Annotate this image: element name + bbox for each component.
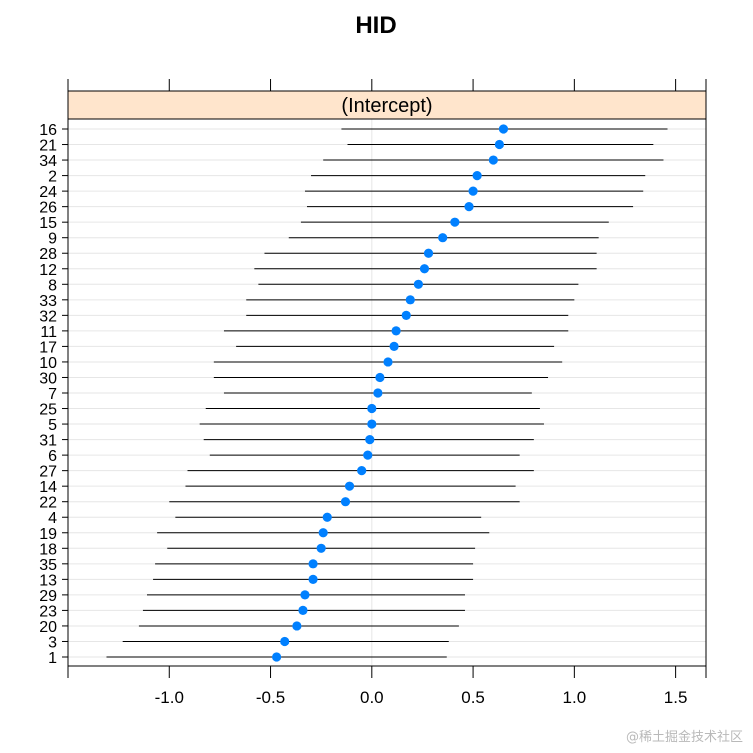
- estimate-point-12: [419, 264, 430, 274]
- estimate-point-23: [298, 605, 308, 616]
- y-label-2: 2: [48, 169, 57, 186]
- panel-strip-label: (Intercept): [341, 95, 432, 117]
- estimate-point-21: [494, 139, 505, 150]
- estimate-point-2: [472, 170, 482, 181]
- estimate-point-33: [405, 295, 415, 305]
- estimate-point-14: [344, 481, 355, 491]
- estimate-point-15: [450, 217, 460, 227]
- y-label-31: 31: [39, 433, 57, 450]
- estimate-point-19: [318, 528, 328, 538]
- estimate-point-30: [375, 372, 385, 383]
- estimate-point-4: [322, 512, 332, 522]
- y-label-23: 23: [39, 603, 57, 620]
- y-label-1: 1: [48, 650, 57, 667]
- estimate-point-7: [373, 388, 383, 398]
- y-label-28: 28: [39, 246, 57, 263]
- y-label-9: 9: [48, 231, 57, 248]
- estimate-point-16: [498, 124, 509, 134]
- y-label-30: 30: [39, 370, 57, 387]
- estimate-point-8: [413, 279, 423, 289]
- estimate-point-26: [464, 202, 474, 212]
- y-label-5: 5: [48, 417, 57, 434]
- y-label-35: 35: [39, 557, 57, 574]
- estimate-point-22: [340, 497, 351, 507]
- y-label-7: 7: [48, 386, 57, 403]
- y-label-12: 12: [39, 262, 57, 279]
- estimate-point-20: [292, 621, 302, 631]
- y-label-3: 3: [48, 634, 57, 651]
- x-tick-label: 1.0: [563, 688, 587, 707]
- y-label-4: 4: [48, 510, 57, 527]
- estimate-point-24: [468, 186, 478, 196]
- estimate-point-3: [280, 636, 290, 647]
- estimate-point-18: [316, 543, 326, 553]
- estimate-point-27: [357, 466, 367, 476]
- estimate-point-25: [367, 403, 377, 414]
- x-tick-label: -1.0: [155, 688, 184, 707]
- y-label-16: 16: [39, 122, 57, 139]
- watermark: @稀土掘金技术社区: [625, 730, 743, 745]
- estimate-point-28: [423, 248, 434, 258]
- estimate-point-10: [383, 357, 393, 367]
- y-label-33: 33: [39, 293, 57, 310]
- x-tick-label: 0.5: [461, 688, 485, 707]
- y-label-8: 8: [48, 277, 57, 294]
- estimate-point-32: [401, 310, 411, 320]
- estimate-points: [272, 124, 509, 662]
- y-label-6: 6: [48, 448, 57, 465]
- y-label-32: 32: [39, 308, 57, 325]
- y-label-34: 34: [39, 153, 57, 170]
- y-label-13: 13: [39, 572, 57, 589]
- y-label-19: 19: [39, 526, 57, 543]
- y-label-11: 11: [40, 324, 57, 341]
- x-tick-label: -0.5: [256, 688, 285, 707]
- panel-frame: [67, 90, 707, 667]
- estimate-point-29: [300, 590, 310, 600]
- y-label-27: 27: [39, 464, 57, 481]
- y-label-20: 20: [39, 619, 57, 636]
- y-label-10: 10: [39, 355, 57, 372]
- estimate-point-11: [391, 326, 401, 336]
- estimate-point-13: [308, 574, 318, 584]
- estimate-point-5: [367, 419, 377, 429]
- x-tick-label: 0.0: [360, 688, 384, 707]
- estimate-point-6: [363, 450, 373, 460]
- panel-strip: [67, 90, 707, 120]
- y-label-29: 29: [39, 588, 57, 605]
- estimate-point-1: [272, 652, 282, 662]
- estimate-point-34: [488, 155, 498, 165]
- y-label-26: 26: [39, 200, 57, 217]
- y-label-17: 17: [39, 339, 57, 356]
- x-tick-label: 1.5: [664, 688, 688, 707]
- y-label-18: 18: [39, 541, 57, 558]
- axis-top-frame: [68, 79, 706, 91]
- x-axis: -1.0 -0.5 0.0 0.5 1.0 1.5: [67, 79, 707, 707]
- y-label-14: 14: [39, 479, 57, 496]
- estimate-point-17: [389, 341, 399, 352]
- y-label-24: 24: [39, 184, 57, 201]
- estimate-point-31: [365, 434, 375, 445]
- chart-title: HID: [355, 12, 396, 39]
- y-label-25: 25: [39, 402, 57, 419]
- y-label-22: 22: [39, 495, 57, 512]
- estimate-point-35: [308, 559, 318, 569]
- y-axis-labels: 1621342242615928128333211171030725531627…: [39, 122, 68, 667]
- y-label-21: 21: [39, 138, 57, 155]
- y-label-15: 15: [39, 215, 57, 232]
- estimate-point-9: [438, 233, 448, 243]
